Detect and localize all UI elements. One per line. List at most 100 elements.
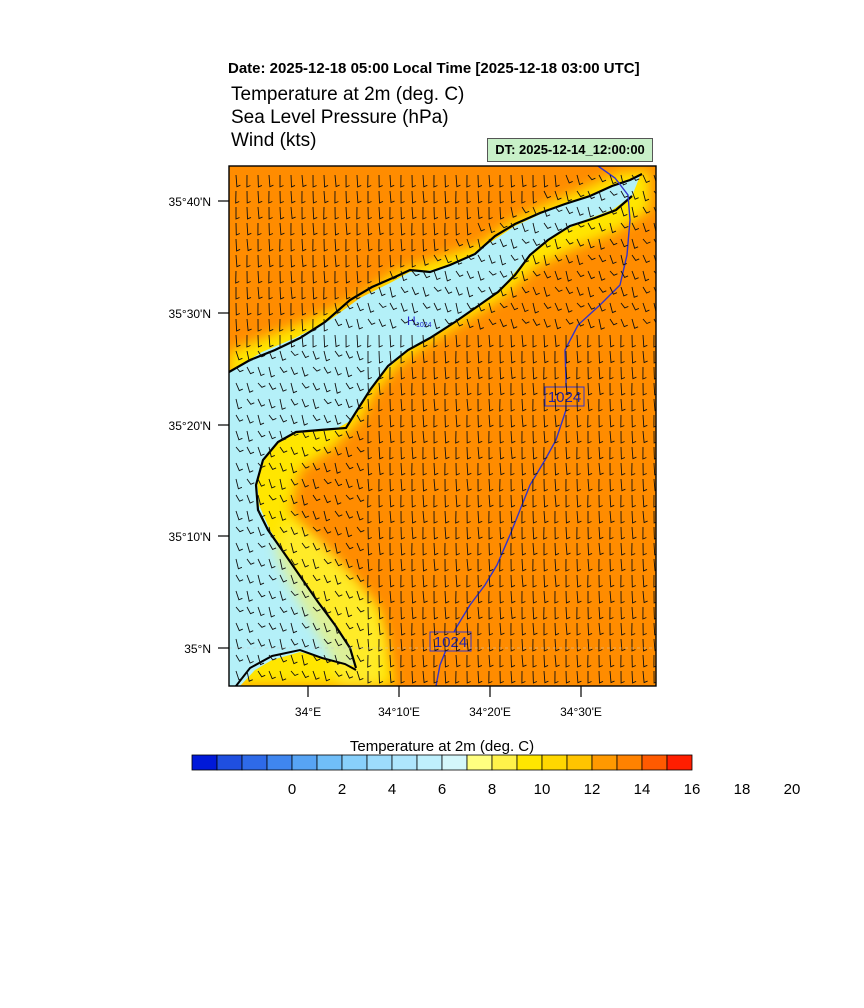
wind-barb xyxy=(455,382,460,396)
wind-barb xyxy=(246,494,254,504)
lat-axis: 35°40'N 35°30'N 35°20'N 35°10'N 35°N xyxy=(169,195,229,656)
wind-barb xyxy=(444,590,450,604)
wind-barb xyxy=(235,302,240,316)
wind-barb xyxy=(631,254,640,261)
wind-barb xyxy=(334,590,343,597)
wind-barb xyxy=(477,318,484,330)
wind-barb xyxy=(235,190,240,204)
wind-barb xyxy=(653,622,656,636)
wind-barb xyxy=(400,254,405,268)
colorbar-cell xyxy=(491,754,518,771)
wind-barb xyxy=(433,670,438,684)
wind-barb xyxy=(279,670,287,681)
wind-barb xyxy=(444,526,450,540)
wind-barb xyxy=(488,382,494,396)
wind-barb xyxy=(488,510,493,524)
wind-barb xyxy=(312,590,320,600)
wind-barb xyxy=(257,462,266,468)
wind-barb xyxy=(268,350,276,360)
wind-barb xyxy=(598,222,606,232)
wind-barb xyxy=(598,590,604,604)
wind-barb xyxy=(620,558,626,572)
wind-barb xyxy=(334,174,340,188)
wind-barb xyxy=(378,190,384,204)
wind-barb xyxy=(422,462,427,476)
wind-barb xyxy=(455,430,460,444)
wind-barb xyxy=(455,622,460,636)
wind-barb xyxy=(609,206,618,215)
wind-barb xyxy=(510,574,516,588)
wind-barb xyxy=(455,414,461,428)
wind-barb xyxy=(609,574,615,588)
wind-barb xyxy=(455,558,461,572)
wind-barb xyxy=(510,510,516,524)
wind-barb xyxy=(367,222,373,236)
wind-barb xyxy=(521,606,526,620)
wind-barb xyxy=(587,398,593,412)
wind-barb xyxy=(620,478,626,492)
wind-barb xyxy=(532,254,540,265)
wind-barb xyxy=(235,270,240,284)
wind-barb xyxy=(477,286,486,293)
wind-barb xyxy=(510,430,516,444)
wind-barb xyxy=(499,270,508,278)
wind-barb xyxy=(455,670,460,684)
wind-barb xyxy=(422,222,427,236)
wind-barb xyxy=(631,399,636,412)
colorbar-cell xyxy=(591,754,618,771)
wind-barb xyxy=(345,430,354,439)
wind-barb xyxy=(246,222,252,236)
wind-barb xyxy=(422,366,427,380)
wind-barb xyxy=(323,526,332,534)
wind-barb xyxy=(642,622,647,636)
wind-barb xyxy=(466,366,472,380)
wind-barb xyxy=(499,670,504,684)
wind-barb xyxy=(422,286,430,297)
wind-barb xyxy=(400,222,406,236)
wind-barb xyxy=(389,510,395,524)
wind-barb xyxy=(609,382,614,396)
wind-barb xyxy=(290,302,295,316)
wind-barb xyxy=(345,238,350,252)
wind-barb xyxy=(334,638,343,647)
wind-barb xyxy=(488,270,497,276)
wind-barb xyxy=(279,446,288,453)
wind-barb xyxy=(543,383,548,396)
wind-barb xyxy=(367,318,376,325)
wind-barb xyxy=(257,670,266,678)
wind-barb xyxy=(543,478,548,492)
wind-barb xyxy=(554,350,559,364)
wind-barb xyxy=(565,590,571,604)
wind-barb xyxy=(488,590,493,604)
wind-barb xyxy=(411,206,417,220)
wind-barb xyxy=(466,270,474,279)
wind-barb xyxy=(334,238,340,252)
wind-barb xyxy=(477,606,483,620)
wind-barb xyxy=(598,318,605,330)
wind-barb xyxy=(598,334,603,348)
wind-barb xyxy=(323,670,331,682)
wind-barb xyxy=(554,622,560,636)
wind-barb xyxy=(532,318,541,326)
wind-barb xyxy=(554,606,559,620)
wind-barb xyxy=(554,254,563,262)
wind-barb xyxy=(477,350,483,364)
wind-barbs xyxy=(235,174,656,684)
wind-barb xyxy=(290,654,298,665)
wind-barb xyxy=(235,430,243,441)
wind-barb xyxy=(400,366,406,380)
wind-barb xyxy=(323,542,331,553)
wind-barb xyxy=(378,526,384,540)
colorbar-tick-label: 10 xyxy=(534,781,551,798)
wind-barb xyxy=(499,510,504,524)
wind-barb xyxy=(554,446,559,460)
wind-barb xyxy=(334,510,343,517)
wind-barb xyxy=(345,462,354,470)
wind-barb xyxy=(609,286,618,295)
wind-barb xyxy=(576,334,582,348)
coastline-north xyxy=(229,173,643,373)
wind-barb xyxy=(268,414,277,421)
wind-barb xyxy=(455,654,461,668)
wind-barb xyxy=(510,206,517,218)
wind-barb xyxy=(598,670,604,684)
